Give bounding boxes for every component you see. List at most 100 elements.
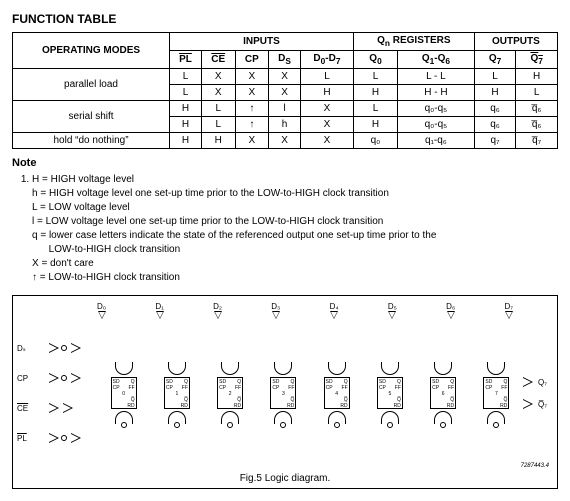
nand-gate-icon	[274, 411, 292, 424]
top-input-label: D₂	[213, 302, 222, 323]
section-title: FUNCTION TABLE	[12, 12, 558, 26]
flipflop-cell: SDQCPFF6Q̅RD	[430, 362, 456, 424]
th-pl: PL	[170, 51, 202, 69]
note-line: h = HIGH voltage level one set-up time p…	[32, 187, 558, 201]
note-line: L = LOW voltage level	[32, 201, 558, 215]
cell-q0: H	[353, 117, 397, 133]
table-row: serial shiftHL↑lXLq₀-q₅q₆q̅₆	[13, 101, 558, 117]
flipflop-box: SDQCPFF5Q̅RD	[377, 377, 403, 409]
top-input-label: D₅	[388, 302, 397, 323]
nand-gate-icon	[274, 362, 292, 375]
cell-q7: q₆	[474, 117, 516, 133]
cell-q1q6: q₁-q₆	[398, 133, 475, 149]
cell-pl: H	[170, 133, 202, 149]
nand-gate-icon	[168, 362, 186, 375]
mode-cell: parallel load	[13, 69, 170, 101]
figure-caption: Fig.5 Logic diagram.	[17, 473, 553, 484]
notes-list: H = HIGH voltage levelh = HIGH voltage l…	[12, 173, 558, 285]
th-d0d7: D0-D7	[301, 51, 354, 69]
output-label: Q₇	[523, 377, 553, 387]
th-q1q6: Q1-Q6	[398, 51, 475, 69]
cell-d: X	[301, 117, 354, 133]
cell-cp: ↑	[235, 117, 269, 133]
cell-q0: q₀	[353, 133, 397, 149]
cell-q7: H	[474, 85, 516, 101]
th-q7: Q7	[474, 51, 516, 69]
flipflop-box: SDQCPFF7Q̅RD	[483, 377, 509, 409]
th-outputs: OUTPUTS	[474, 33, 557, 51]
cell-pl: H	[170, 117, 202, 133]
cell-ds: h	[269, 117, 301, 133]
nand-gate-icon	[434, 362, 452, 375]
cell-q1q6: H - H	[398, 85, 475, 101]
left-label: CP	[17, 374, 47, 383]
cell-q0: L	[353, 69, 397, 85]
flipflop-box: SDQCPFF4Q̅RD	[324, 377, 350, 409]
flipflop-cell: SDQCPFF4Q̅RD	[324, 362, 350, 424]
top-input-label: D₆	[446, 302, 455, 323]
cell-q1q6: L - L	[398, 69, 475, 85]
cell-ds: X	[269, 69, 301, 85]
table-row: parallel loadLXXXLLL - LLH	[13, 69, 558, 85]
cell-q1q6: q₀-q₅	[398, 101, 475, 117]
cell-q7b: q̅₇	[516, 133, 558, 149]
note-line: l = LOW voltage level one set-up time pr…	[32, 215, 558, 229]
note-line: ↑ = LOW-to-HIGH clock transition	[32, 271, 558, 285]
cell-cp: ↑	[235, 101, 269, 117]
left-buffer-icon	[47, 343, 97, 353]
cell-ds: X	[269, 85, 301, 101]
th-q7b: Q7	[516, 51, 558, 69]
cell-ce: L	[201, 101, 235, 117]
flipflop-box: SDQCPFF2Q̅RD	[217, 377, 243, 409]
nand-gate-icon	[487, 362, 505, 375]
nand-gate-icon	[381, 362, 399, 375]
left-label: Dₛ	[17, 344, 47, 353]
cell-q0: L	[353, 101, 397, 117]
mode-cell: serial shift	[13, 101, 170, 133]
part-number: 7287443.4	[17, 463, 553, 469]
cell-d: L	[301, 69, 354, 85]
left-label: CE	[17, 404, 47, 413]
logic-diagram-frame: D₀D₁D₂D₃D₄D₅D₆D₇ DₛCPCEPL SDQCPFF0Q̅RDSD…	[12, 295, 558, 489]
top-input-label: D₀	[97, 302, 106, 323]
cell-ds: l	[269, 101, 301, 117]
left-buffer-icon	[47, 433, 97, 443]
cell-q7b: L	[516, 85, 558, 101]
table-row: hold “do nothing”HHXXXq₀q₁-q₆q₇q̅₇	[13, 133, 558, 149]
nand-gate-icon	[115, 411, 133, 424]
cell-cp: X	[235, 85, 269, 101]
mode-cell: hold “do nothing”	[13, 133, 170, 149]
note-line: LOW-to-HIGH clock transition	[32, 243, 558, 257]
flipflop-box: SDQCPFF0Q̅RD	[111, 377, 137, 409]
th-ds: DS	[269, 51, 301, 69]
top-input-label: D₇	[504, 302, 513, 323]
note-item: H = HIGH voltage levelh = HIGH voltage l…	[32, 173, 558, 285]
left-label: PL	[17, 434, 47, 443]
cell-q0: H	[353, 85, 397, 101]
nand-gate-icon	[328, 362, 346, 375]
cell-ce: X	[201, 69, 235, 85]
top-input-label: D₃	[271, 302, 280, 323]
flipflop-cell: SDQCPFF3Q̅RD	[270, 362, 296, 424]
nand-gate-icon	[168, 411, 186, 424]
cell-cp: X	[235, 69, 269, 85]
left-buffer-icon	[47, 403, 97, 413]
nand-gate-icon	[328, 411, 346, 424]
cell-q7: q₇	[474, 133, 516, 149]
cell-d: X	[301, 101, 354, 117]
cell-q7: L	[474, 69, 516, 85]
th-inputs: INPUTS	[170, 33, 354, 51]
nand-gate-icon	[381, 411, 399, 424]
flipflop-box: SDQCPFF6Q̅RD	[430, 377, 456, 409]
cell-q7b: q̅₆	[516, 117, 558, 133]
flipflop-cell: SDQCPFF7Q̅RD	[483, 362, 509, 424]
note-line: q = lower case letters indicate the stat…	[32, 229, 558, 243]
top-input-label: D₁	[155, 302, 163, 323]
cell-q7b: H	[516, 69, 558, 85]
output-label: Q̅₇	[523, 399, 553, 409]
nand-gate-icon	[487, 411, 505, 424]
cell-pl: L	[170, 85, 202, 101]
th-cp: CP	[235, 51, 269, 69]
left-buffer-icon	[47, 373, 97, 383]
cell-q7: q₆	[474, 101, 516, 117]
